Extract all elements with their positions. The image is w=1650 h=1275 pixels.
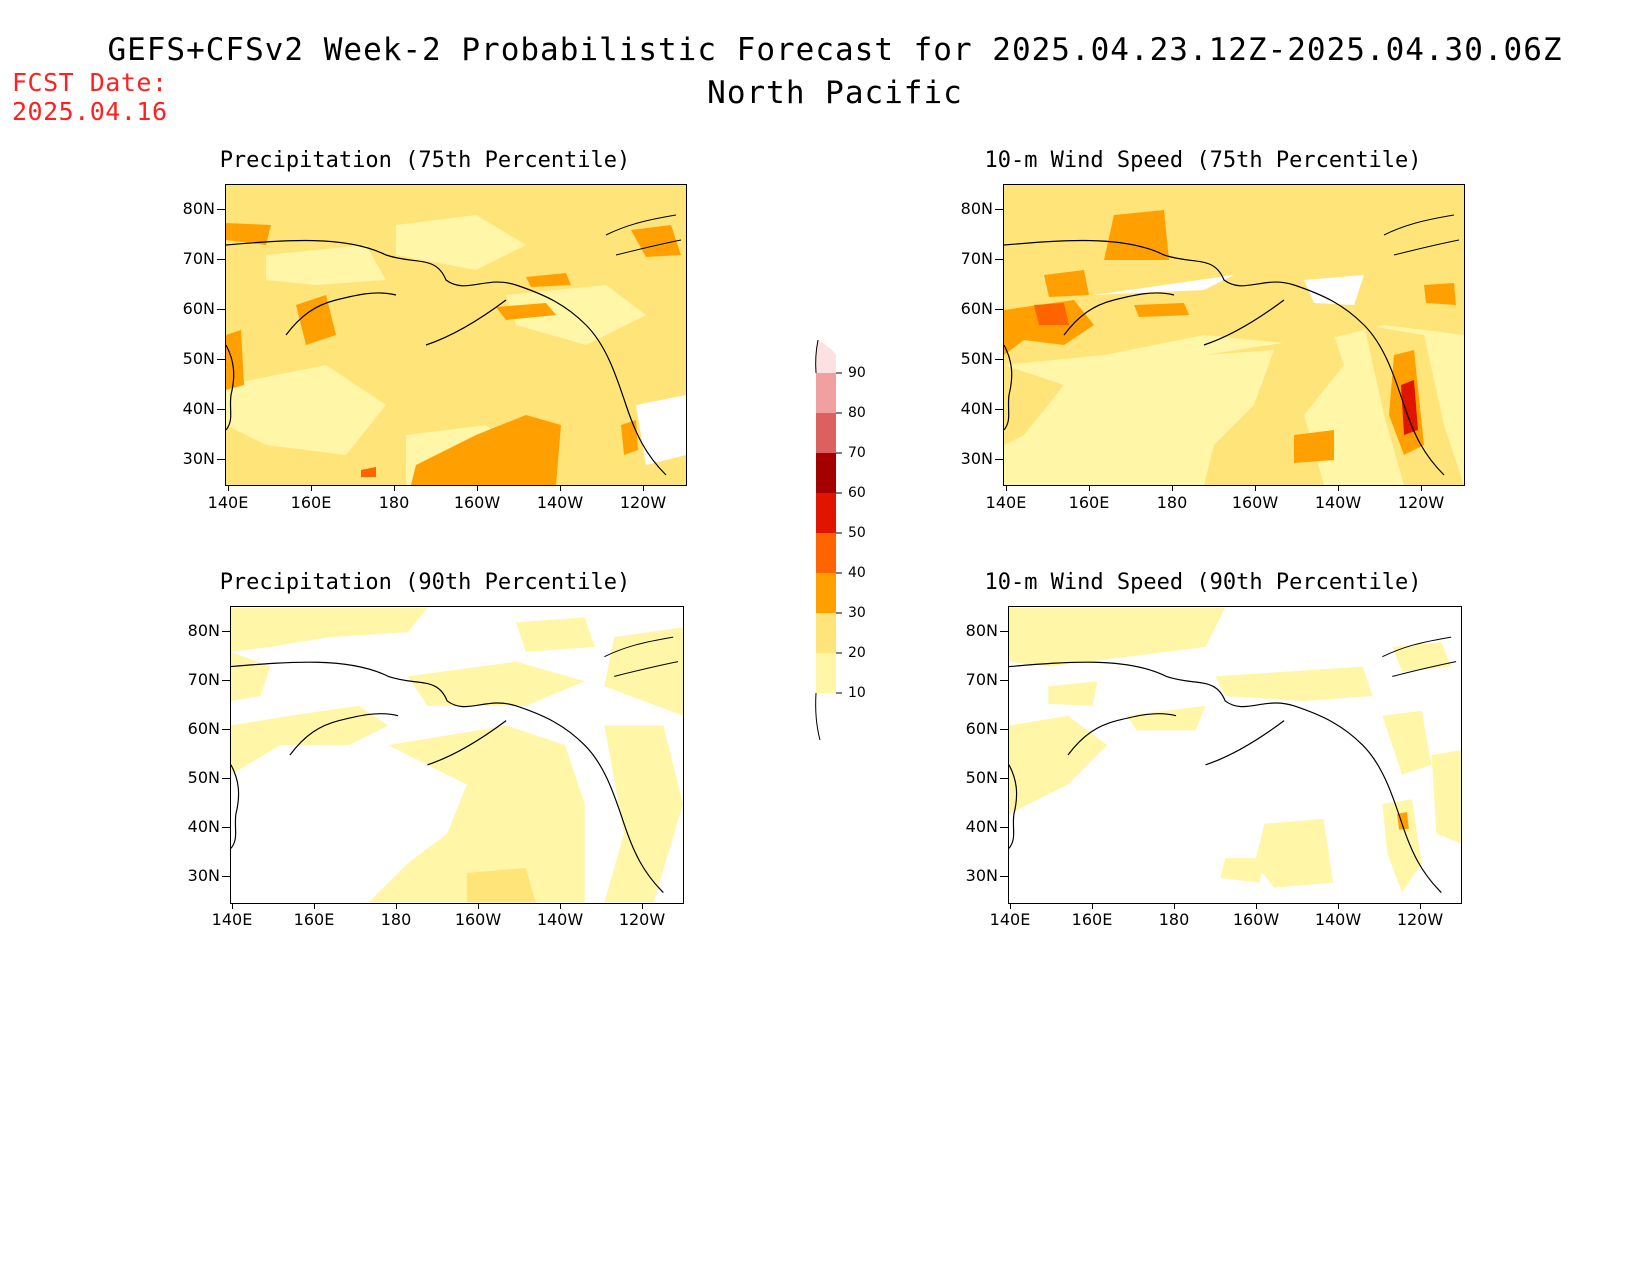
lat-label: 80N bbox=[965, 621, 998, 640]
lon-label: 140W bbox=[536, 493, 584, 512]
lat-label: 70N bbox=[960, 249, 993, 268]
colorbar-label: 10 bbox=[848, 685, 866, 701]
lon-label: 160W bbox=[453, 493, 501, 512]
lat-label: 30N bbox=[187, 866, 220, 885]
lat-label: 30N bbox=[965, 866, 998, 885]
lon-label: 120W bbox=[1397, 493, 1445, 512]
lat-label: 40N bbox=[182, 399, 215, 418]
fcst-date-value: 2025.04.16 bbox=[12, 97, 168, 126]
lon-label: 160W bbox=[1231, 493, 1279, 512]
lat-label: 40N bbox=[965, 817, 998, 836]
lat-label: 50N bbox=[960, 349, 993, 368]
fcst-date-label: FCST Date: bbox=[12, 68, 168, 97]
lat-label: 40N bbox=[187, 817, 220, 836]
lon-label: 140W bbox=[1314, 910, 1362, 929]
lat-label: 40N bbox=[960, 399, 993, 418]
panel-title: 10-m Wind Speed (75th Percentile) bbox=[984, 148, 1422, 173]
panel-title: Precipitation (75th Percentile) bbox=[219, 148, 631, 173]
lat-label: 70N bbox=[182, 249, 215, 268]
map-wind-75 bbox=[1003, 184, 1465, 486]
lat-label: 50N bbox=[965, 768, 998, 787]
lon-label: 140E bbox=[985, 493, 1027, 512]
colorbar: 90 80 70 60 50 40 30 20 10 bbox=[808, 335, 888, 755]
panel-precipitation-75: Precipitation (75th Percentile) bbox=[155, 148, 745, 528]
lat-label: 50N bbox=[187, 768, 220, 787]
colorbar-label: 90 bbox=[848, 365, 866, 381]
lat-label: 30N bbox=[960, 449, 993, 468]
lon-label: 180 bbox=[380, 910, 412, 929]
panel-precipitation-90: Precipitation (90th Percentile) 80N 70N … bbox=[155, 570, 745, 950]
lon-label: 140W bbox=[536, 910, 584, 929]
lon-label: 180 bbox=[378, 493, 410, 512]
colorbar-swatch bbox=[816, 533, 836, 573]
lon-label: 120W bbox=[1396, 910, 1444, 929]
lat-label: 70N bbox=[965, 670, 998, 689]
lat-label: 30N bbox=[182, 449, 215, 468]
colorbar-swatches bbox=[815, 339, 842, 741]
colorbar-label: 40 bbox=[848, 565, 866, 581]
lon-label: 140E bbox=[207, 493, 249, 512]
map-precipitation-90 bbox=[230, 606, 684, 904]
panel-wind-90: 10-m Wind Speed (90th Percentile) 80N 70… bbox=[933, 570, 1523, 950]
colorbar-swatch bbox=[816, 653, 836, 693]
lat-label: 80N bbox=[182, 199, 215, 218]
colorbar-label: 60 bbox=[848, 485, 866, 501]
lon-label: 160E bbox=[290, 493, 332, 512]
lat-label: 60N bbox=[960, 299, 993, 318]
map-wind-90 bbox=[1008, 606, 1462, 904]
colorbar-label: 80 bbox=[848, 405, 866, 421]
lon-label: 160W bbox=[1232, 910, 1280, 929]
colorbar-label: 70 bbox=[848, 445, 866, 461]
panel-wind-75: 10-m Wind Speed (75th Percentile) 8 bbox=[933, 148, 1523, 528]
colorbar-label: 30 bbox=[848, 605, 866, 621]
colorbar-label: 50 bbox=[848, 525, 866, 541]
lon-label: 180 bbox=[1156, 493, 1188, 512]
panel-title: Precipitation (90th Percentile) bbox=[219, 570, 631, 595]
lon-label: 120W bbox=[619, 493, 667, 512]
lon-label: 120W bbox=[618, 910, 666, 929]
colorbar-swatch bbox=[816, 373, 836, 413]
page-title: GEFS+CFSv2 Week-2 Probabilistic Forecast… bbox=[107, 32, 1563, 68]
lat-label: 60N bbox=[182, 299, 215, 318]
lon-label: 160E bbox=[1068, 493, 1110, 512]
lat-label: 70N bbox=[187, 670, 220, 689]
lat-label: 60N bbox=[965, 719, 998, 738]
lat-label: 80N bbox=[187, 621, 220, 640]
lon-label: 160W bbox=[454, 910, 502, 929]
colorbar-swatch bbox=[816, 413, 836, 453]
lon-label: 140E bbox=[211, 910, 253, 929]
lat-label: 80N bbox=[960, 199, 993, 218]
colorbar-swatch bbox=[816, 613, 836, 653]
lat-label: 60N bbox=[187, 719, 220, 738]
colorbar-swatch bbox=[816, 493, 836, 533]
lon-label: 140E bbox=[989, 910, 1031, 929]
page-subtitle: North Pacific bbox=[707, 75, 963, 111]
lat-label: 50N bbox=[182, 349, 215, 368]
lon-label: 180 bbox=[1158, 910, 1190, 929]
colorbar-swatch bbox=[816, 573, 836, 613]
lon-label: 140W bbox=[1314, 493, 1362, 512]
map-precipitation-75 bbox=[225, 184, 687, 486]
colorbar-label: 20 bbox=[848, 645, 866, 661]
panel-title: 10-m Wind Speed (90th Percentile) bbox=[984, 570, 1422, 595]
lon-label: 160E bbox=[1071, 910, 1113, 929]
colorbar-swatch bbox=[816, 453, 836, 493]
lon-label: 160E bbox=[293, 910, 335, 929]
